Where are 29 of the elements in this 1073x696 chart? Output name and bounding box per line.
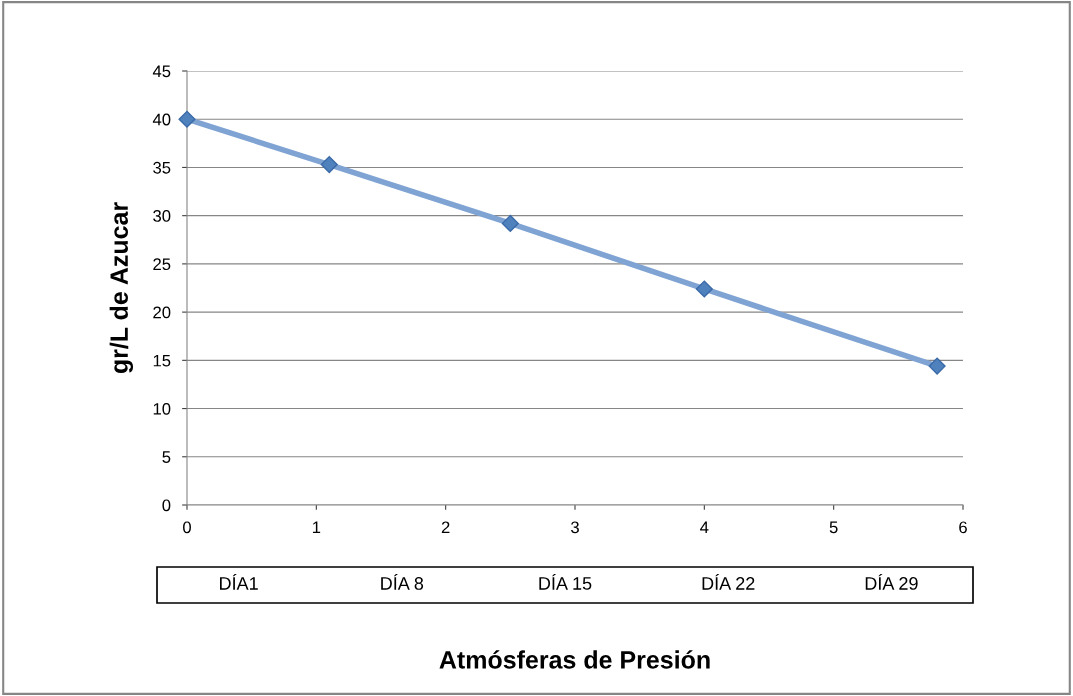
y-tick-label: 45 <box>152 65 171 78</box>
y-tick-label: 30 <box>153 210 171 222</box>
text: DÍA 22 <box>702 574 755 590</box>
x-tick-label: 0 <box>183 521 191 534</box>
point <box>928 357 946 375</box>
text: DÍA 8 <box>381 574 424 590</box>
point <box>501 214 519 232</box>
y-tick-label: 15 <box>153 354 171 367</box>
x-tick-label: 1 <box>312 521 321 534</box>
y-axis-title: gr/L de Azucar <box>109 202 134 374</box>
point <box>178 110 196 128</box>
text: DÍA 29 <box>865 574 918 590</box>
x-tick-label: 2 <box>441 521 450 534</box>
y-tick-label: 20 <box>153 306 171 319</box>
y-tick-label: 10 <box>153 402 171 415</box>
x-tick-label: 6 <box>959 521 967 534</box>
text: DÍA1 <box>220 574 258 590</box>
y-tick-label: 25 <box>153 258 171 271</box>
point <box>320 155 338 174</box>
text: DÍA 15 <box>539 574 592 590</box>
y-tick-label: 35 <box>153 161 171 174</box>
x-tick-label: 5 <box>829 521 838 534</box>
x-tick-label: 4 <box>700 521 709 534</box>
y-tick-label: 5 <box>162 451 171 463</box>
x-axis-title: Atmósferas de Presión <box>439 650 710 669</box>
point <box>695 280 713 298</box>
y-tick-label: 0 <box>162 499 171 512</box>
x-tick-label: 3 <box>571 521 579 534</box>
y-tick-label: 40 <box>152 113 171 126</box>
